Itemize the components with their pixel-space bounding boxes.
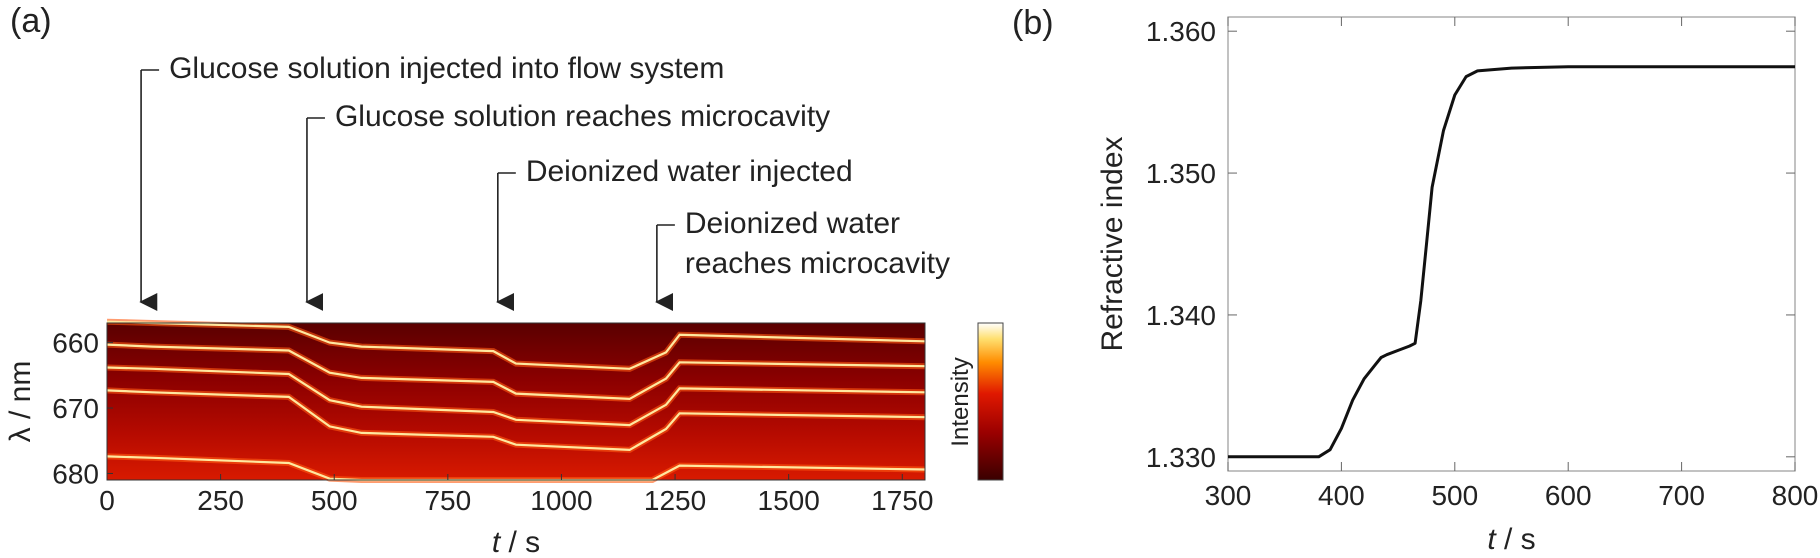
x-tick-label: 1500 (758, 485, 820, 516)
panel-b: (b) 300 400 500 600 700 800 1.330 1.340 1.350 1.3… (1012, 4, 1818, 556)
resonance-line-2 (106, 343, 926, 401)
heatmap-axes: 0 250 500 750 1000 1250 1500 1750 660 670 680 t / s… (4, 322, 933, 558)
x-axis-unit: / s (500, 526, 540, 558)
x-tick-label: 250 (197, 485, 244, 516)
panel-b-label: (b) (1012, 4, 1054, 42)
resonance-line-4 (106, 389, 926, 452)
x-tick-label: 500 (311, 485, 358, 516)
panel-a: (a) Glucose solution injected into flow … (4, 2, 1004, 558)
colorbar-gradient (977, 322, 1004, 481)
resonance-line-3 (106, 366, 926, 427)
x-tick-label: 700 (1658, 480, 1705, 511)
annotation-text: Glucose solution injected into flow syst… (169, 52, 724, 85)
annotations: Glucose solution injected into flow syst… (139, 52, 950, 311)
y-tick-label: 680 (52, 458, 99, 489)
colorbar-label: Intensity (947, 357, 974, 446)
x-tick-label: 1750 (871, 485, 933, 516)
x-tick-label: 400 (1318, 480, 1365, 511)
x-axis-unit: / s (1496, 523, 1536, 556)
annotation-text: reaches microcavity (685, 247, 950, 280)
heatmap-plot (106, 318, 926, 483)
colorbar: Intensity (947, 322, 1004, 481)
x-tick-label: 300 (1205, 480, 1252, 511)
x-tick-label: 0 (99, 485, 115, 516)
resonance-line-5 (106, 455, 926, 482)
annotation-text: Deionized water injected (526, 155, 853, 188)
x-tick-label: 1250 (644, 485, 706, 516)
x-tick-label: 1000 (530, 485, 592, 516)
y-tick-label: 1.360 (1146, 16, 1216, 47)
plot-frame (1227, 16, 1796, 472)
x-axis-var: t (1487, 523, 1497, 556)
x-axis-var: t (492, 526, 502, 558)
y-tick-label: 1.340 (1146, 300, 1216, 331)
x-axis-label: t / s (1487, 523, 1535, 556)
x-tick-label: 800 (1772, 480, 1819, 511)
annotation-text: Deionized water (685, 207, 900, 240)
annotation-text: Glucose solution reaches microcavity (335, 100, 830, 133)
y-axis-label: λ / nm (4, 361, 37, 443)
y-tick-label: 1.350 (1146, 158, 1216, 189)
y-tick-label: 1.330 (1146, 442, 1216, 473)
heatmap-frame (106, 322, 926, 481)
y-tick-label: 660 (52, 328, 99, 359)
panel-a-label: (a) (10, 2, 52, 40)
x-axis-label: t / s (492, 526, 540, 558)
y-axis-label: Refractive index (1096, 136, 1129, 351)
series-line-1 (1228, 65, 1795, 459)
x-tick-label: 600 (1545, 480, 1592, 511)
x-tick-label: 750 (424, 485, 471, 516)
resonance-line-1 (106, 320, 926, 370)
y-tick-label: 670 (52, 393, 99, 424)
x-tick-label: 500 (1431, 480, 1478, 511)
line-plot: 300 400 500 600 700 800 1.330 1.340 1.350 1.360 t … (1096, 16, 1818, 556)
